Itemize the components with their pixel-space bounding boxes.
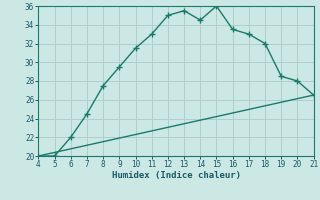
X-axis label: Humidex (Indice chaleur): Humidex (Indice chaleur) (111, 171, 241, 180)
